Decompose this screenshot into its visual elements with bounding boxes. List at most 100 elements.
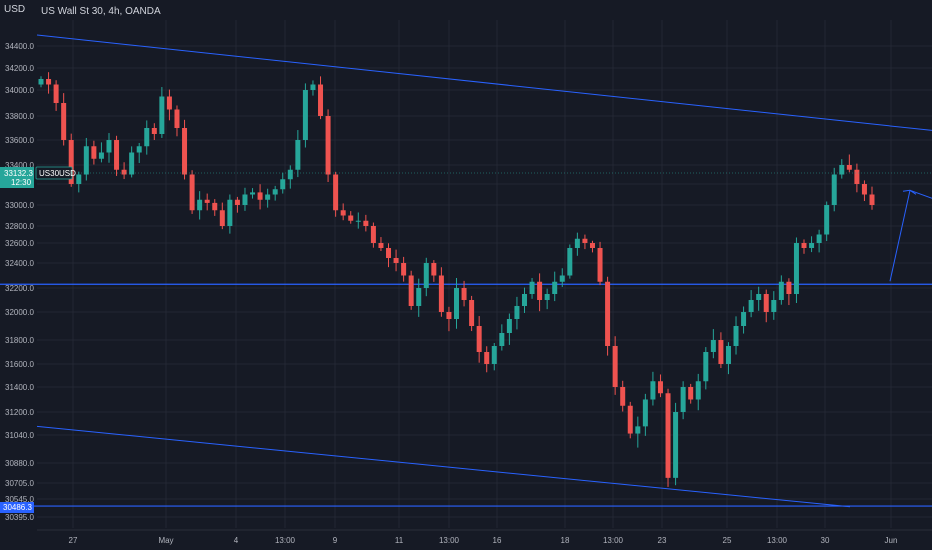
candle[interactable] (182, 119, 188, 180)
x-axis[interactable]: 27 May 4 13:00 9 11 13:00 16 18 13:00 23 25 13:00 30 J… (37, 529, 932, 545)
candle[interactable] (91, 140, 97, 165)
level-tag[interactable]: 30486.3 (0, 502, 34, 513)
candle[interactable] (854, 163, 860, 193)
candle[interactable] (499, 324, 505, 351)
candle[interactable] (824, 201, 830, 242)
candle[interactable] (302, 83, 308, 148)
candle[interactable] (129, 146, 135, 178)
candle[interactable] (786, 278, 792, 306)
candle[interactable] (589, 240, 595, 253)
candle[interactable] (642, 393, 648, 436)
candle[interactable] (605, 276, 611, 356)
candle[interactable] (272, 185, 278, 201)
candle[interactable] (355, 212, 361, 229)
horizontal-levels[interactable] (0, 283, 932, 507)
candle[interactable] (325, 109, 331, 183)
candle[interactable] (408, 270, 414, 310)
candle[interactable] (544, 288, 550, 310)
candle[interactable] (627, 401, 633, 439)
candle[interactable] (733, 316, 739, 355)
candle[interactable] (189, 170, 195, 214)
candle[interactable] (469, 295, 475, 332)
candle[interactable] (83, 137, 89, 181)
candle[interactable] (333, 171, 339, 217)
candle[interactable] (61, 93, 67, 146)
candle[interactable] (348, 211, 354, 224)
candle[interactable] (423, 257, 429, 297)
candle[interactable] (869, 186, 875, 210)
candle[interactable] (98, 142, 104, 163)
candle[interactable] (514, 296, 520, 330)
candle[interactable] (393, 249, 399, 272)
candles[interactable] (38, 72, 875, 487)
candle[interactable] (136, 143, 142, 163)
candle[interactable] (597, 241, 603, 286)
candle[interactable] (438, 267, 444, 317)
candle[interactable] (46, 72, 52, 94)
candle[interactable] (370, 222, 376, 248)
candle[interactable] (250, 188, 256, 199)
candle[interactable] (174, 105, 180, 137)
candle[interactable] (310, 80, 316, 96)
candle[interactable] (234, 196, 240, 213)
candle[interactable] (763, 289, 769, 323)
candle[interactable] (756, 286, 762, 311)
candle[interactable] (106, 133, 112, 163)
candle[interactable] (582, 234, 588, 250)
candle[interactable] (416, 278, 422, 317)
candle[interactable] (537, 273, 543, 312)
candle[interactable] (151, 123, 157, 140)
candle[interactable] (650, 371, 656, 406)
candle[interactable] (816, 229, 822, 253)
candle[interactable] (491, 343, 497, 371)
candle[interactable] (567, 244, 573, 279)
candle[interactable] (227, 194, 233, 234)
projection-arrow[interactable] (889, 190, 911, 282)
candle[interactable] (159, 87, 165, 138)
candle[interactable] (725, 342, 731, 375)
candle[interactable] (657, 374, 663, 398)
candle[interactable] (446, 306, 452, 332)
candle[interactable] (295, 130, 301, 178)
candle[interactable] (197, 191, 203, 220)
candle[interactable] (476, 316, 482, 363)
candle[interactable] (257, 184, 263, 210)
candle[interactable] (461, 280, 467, 307)
candle[interactable] (529, 278, 535, 299)
candle[interactable] (665, 388, 671, 487)
candle[interactable] (212, 199, 218, 216)
candle[interactable] (771, 291, 777, 320)
candle[interactable] (204, 193, 210, 211)
price-tag[interactable]: 33132.3 12:30 US30USD (0, 166, 76, 188)
candle[interactable] (318, 76, 324, 120)
candle[interactable] (431, 260, 437, 282)
candle[interactable] (718, 332, 724, 369)
candle[interactable] (831, 167, 837, 212)
candle[interactable] (506, 313, 512, 345)
candle[interactable] (635, 416, 641, 448)
candle[interactable] (695, 373, 701, 411)
candle[interactable] (521, 287, 527, 313)
candle[interactable] (846, 154, 852, 173)
candle[interactable] (280, 172, 286, 194)
candle[interactable] (710, 329, 716, 359)
candle[interactable] (378, 237, 384, 251)
candle[interactable] (778, 275, 784, 305)
candle[interactable] (386, 243, 392, 268)
candle[interactable] (703, 347, 709, 390)
candle[interactable] (340, 203, 346, 221)
candle[interactable] (454, 278, 459, 329)
candle[interactable] (748, 290, 754, 318)
candle[interactable] (144, 120, 150, 155)
candle[interactable] (114, 135, 120, 176)
candle[interactable] (121, 162, 127, 180)
candle[interactable] (839, 159, 845, 179)
candle[interactable] (793, 237, 799, 303)
y-axis[interactable]: 34400.0 34200.0 34000.0 33800.0 33600.0 33400… (5, 42, 34, 522)
candle[interactable] (552, 271, 558, 302)
candle[interactable] (363, 214, 369, 232)
candle[interactable] (801, 239, 807, 254)
candle[interactable] (680, 381, 686, 420)
candle[interactable] (401, 256, 407, 282)
